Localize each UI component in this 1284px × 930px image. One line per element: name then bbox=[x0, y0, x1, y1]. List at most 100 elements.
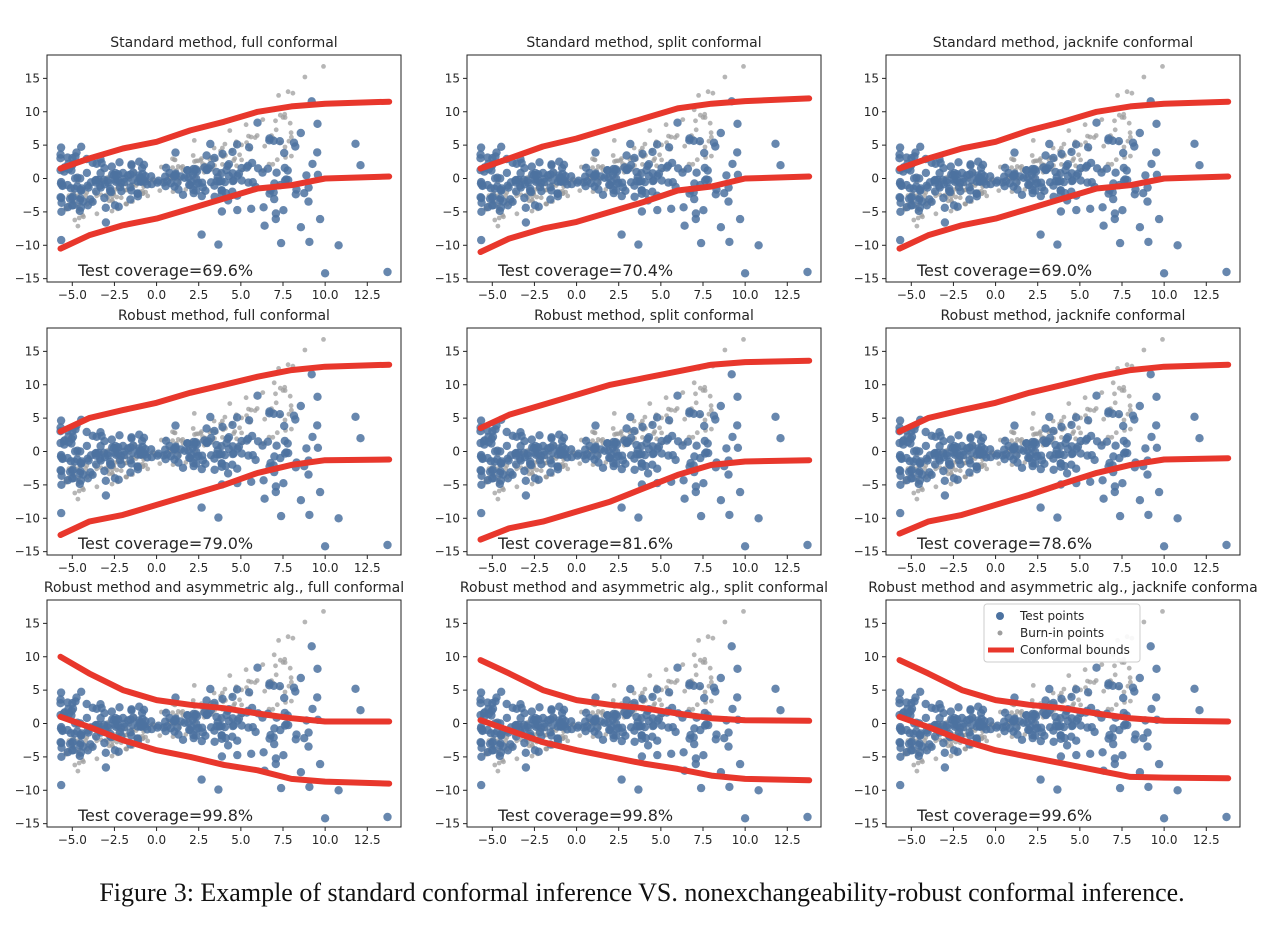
test-point bbox=[754, 241, 763, 250]
burnin-point bbox=[172, 157, 178, 163]
burnin-point bbox=[1019, 437, 1025, 442]
test-point bbox=[1045, 684, 1054, 694]
test-point bbox=[101, 763, 111, 772]
test-point bbox=[520, 466, 529, 476]
test-point bbox=[83, 474, 93, 483]
burnin-point bbox=[657, 152, 662, 158]
test-point bbox=[611, 719, 621, 728]
test-point bbox=[171, 421, 180, 430]
test-point bbox=[1130, 687, 1139, 696]
burnin-point bbox=[243, 122, 249, 128]
test-point bbox=[201, 459, 210, 468]
test-point bbox=[907, 698, 916, 708]
test-point bbox=[695, 682, 705, 691]
test-point bbox=[673, 118, 682, 127]
test-point bbox=[147, 172, 156, 181]
burnin-point bbox=[81, 214, 86, 220]
y-tick-label: −15 bbox=[435, 545, 460, 559]
test-point bbox=[626, 684, 635, 694]
test-point bbox=[229, 721, 238, 730]
test-point bbox=[533, 721, 543, 730]
burnin-point bbox=[1061, 414, 1067, 420]
test-point bbox=[940, 748, 949, 757]
burnin-point bbox=[741, 609, 746, 614]
test-point bbox=[938, 175, 948, 184]
test-point bbox=[56, 143, 66, 152]
test-point bbox=[691, 754, 701, 763]
x-tick-label: 5.0 bbox=[1070, 288, 1089, 302]
y-tick-label: 0 bbox=[452, 445, 460, 459]
test-point bbox=[223, 469, 233, 478]
test-point bbox=[202, 696, 211, 705]
test-point bbox=[735, 487, 745, 497]
test-point bbox=[954, 703, 963, 712]
test-point bbox=[127, 459, 136, 468]
burnin-point bbox=[647, 673, 653, 678]
test-point bbox=[617, 230, 626, 239]
burnin-point bbox=[529, 208, 535, 214]
test-point bbox=[159, 178, 168, 187]
test-point bbox=[127, 706, 136, 715]
test-point bbox=[189, 185, 198, 195]
test-point bbox=[91, 187, 101, 196]
y-tick-label: −5 bbox=[861, 478, 879, 492]
test-point bbox=[270, 739, 279, 749]
test-point bbox=[573, 723, 582, 732]
test-point bbox=[940, 218, 950, 227]
test-point bbox=[147, 717, 156, 726]
conformal-bound-lower bbox=[57, 173, 393, 252]
x-tick-label: 10.0 bbox=[732, 833, 759, 847]
test-point bbox=[1109, 194, 1118, 204]
test-point bbox=[733, 443, 743, 452]
test-point bbox=[711, 142, 720, 151]
test-point bbox=[630, 192, 639, 201]
burnin-point bbox=[75, 768, 81, 774]
test-point bbox=[921, 427, 930, 437]
x-tick-label: 5.0 bbox=[231, 288, 250, 302]
subplot-title: Robust method and asymmetric alg., split… bbox=[460, 580, 828, 596]
burnin-point bbox=[273, 127, 279, 133]
test-point bbox=[214, 240, 223, 249]
burnin-point bbox=[271, 652, 277, 658]
burnin-point bbox=[600, 437, 606, 442]
test-point bbox=[966, 706, 975, 715]
test-point bbox=[916, 729, 925, 738]
burnin-point bbox=[642, 686, 648, 692]
burnin-point bbox=[270, 161, 276, 167]
test-point bbox=[1049, 426, 1058, 436]
test-point bbox=[1099, 494, 1108, 503]
test-point bbox=[907, 193, 916, 203]
test-point bbox=[105, 186, 115, 196]
test-point bbox=[275, 137, 285, 146]
test-point bbox=[96, 441, 105, 451]
test-point bbox=[153, 451, 162, 460]
burnin-point bbox=[996, 188, 1002, 194]
burnin-point bbox=[741, 64, 746, 69]
test-point bbox=[1154, 214, 1164, 224]
burnin-point bbox=[180, 709, 186, 714]
burnin-point bbox=[996, 733, 1002, 738]
test-point bbox=[308, 159, 317, 169]
burnin-point bbox=[273, 663, 278, 669]
test-point bbox=[617, 503, 626, 512]
test-point bbox=[497, 142, 506, 151]
test-point bbox=[1222, 267, 1231, 277]
burnin-point bbox=[914, 496, 920, 502]
test-point bbox=[217, 459, 226, 468]
test-point bbox=[1043, 437, 1052, 446]
x-tick-label: 10.0 bbox=[312, 288, 339, 302]
test-point bbox=[622, 424, 631, 433]
test-point bbox=[56, 688, 66, 697]
test-point bbox=[1135, 496, 1145, 505]
burnin-point bbox=[514, 211, 520, 217]
test-point bbox=[648, 187, 657, 196]
test-point bbox=[896, 752, 905, 761]
subplot-title: Standard method, jacknife conformal bbox=[933, 35, 1193, 51]
test-point bbox=[1139, 189, 1148, 198]
burnin-point bbox=[1032, 158, 1038, 164]
test-point bbox=[315, 214, 325, 224]
burnin-point bbox=[647, 401, 653, 406]
subplot-6: Robust method, jacknife conformal −5.0 −2.… bbox=[854, 308, 1241, 575]
test-point bbox=[490, 447, 500, 456]
test-point bbox=[1043, 164, 1052, 173]
